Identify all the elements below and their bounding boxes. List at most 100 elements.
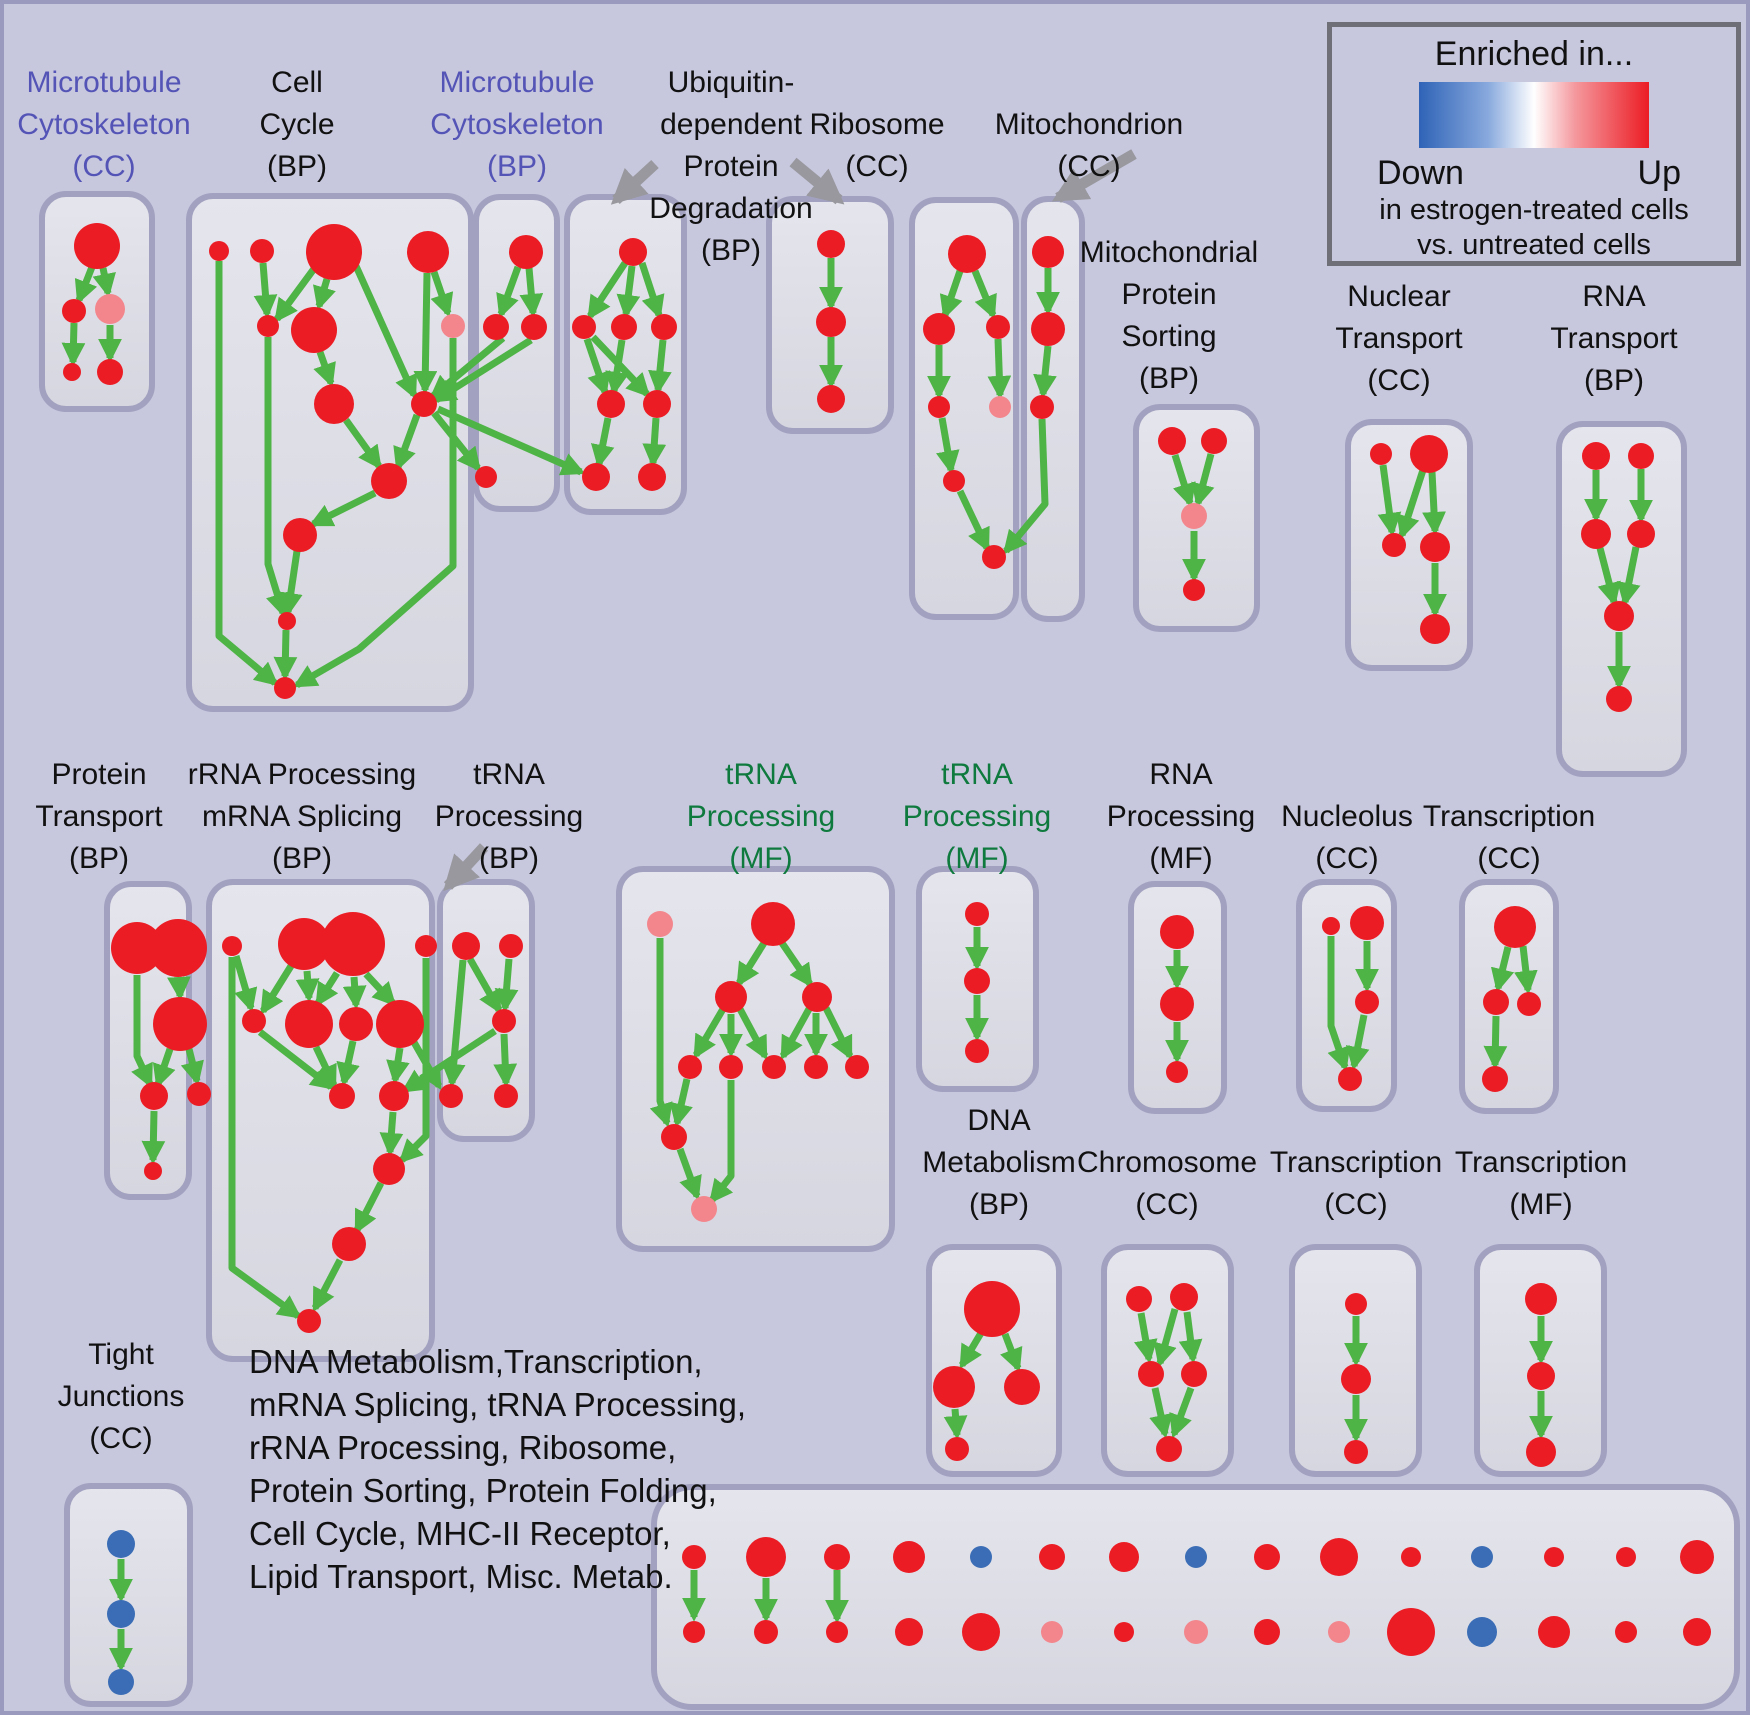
trna-processing-bp-node-4 xyxy=(494,1084,518,1108)
misc-cluster-top_row-node-1 xyxy=(746,1537,786,1577)
ribosome-cc-edge-3 xyxy=(987,338,1012,400)
nucleolus-cc-node-0 xyxy=(1322,917,1340,935)
trna-processing-mf-1-edge-5 xyxy=(779,1007,813,1061)
ubiquitin-degradation-bp-edge-8 xyxy=(642,417,667,468)
rrna-processing-mrna-splicing-bp-edge-13 xyxy=(353,1181,385,1235)
ubiquitin-degradation-bp-edge-0 xyxy=(587,261,628,320)
rrna-processing-mrna-splicing-bp-edge-0 xyxy=(232,955,258,1013)
cell-cycle-bp-node-9 xyxy=(371,463,407,499)
trna-processing-bp-edge-3 xyxy=(493,1033,518,1088)
tight-junctions-cc-box xyxy=(64,1483,193,1707)
ubiquitin-degradation-bp-node-3 xyxy=(651,314,677,340)
trna-processing-bp-node-2 xyxy=(492,1009,516,1033)
misc-cluster-bottom_row-node-6 xyxy=(1114,1622,1134,1642)
ribosome-cc-node-3 xyxy=(928,396,950,418)
mitochondrial-protein-sorting-bp-node-1 xyxy=(1201,428,1227,454)
nucleolus-cc-edge-2 xyxy=(1345,1014,1370,1071)
transcription-cc-mid-edge-2 xyxy=(1483,1015,1508,1070)
rrna-processing-mrna-splicing-bp-node-11 xyxy=(332,1227,366,1261)
cell-cycle-bp-node-0 xyxy=(209,241,229,261)
ubiquitin-degradation-bp-node-2 xyxy=(611,314,637,340)
microtubule-cytoskeleton-bp-edge-1 xyxy=(519,267,544,318)
trna-processing-mf-1-edge-8 xyxy=(649,938,673,1128)
protein-transport-bp-edge-1 xyxy=(167,976,191,1001)
rrna-processing-mrna-splicing-bp-edge-3 xyxy=(315,971,340,1008)
dna-metabolism-bp-node-1 xyxy=(933,1366,975,1408)
trna-processing-bp-edge-0 xyxy=(466,957,503,1015)
callout-trna-bp xyxy=(443,843,489,892)
rna-transport-bp-box xyxy=(1556,421,1687,777)
ubiquitin-degradation-bp-node-4 xyxy=(597,390,625,418)
ubiquitin-degradation-bp-node-1 xyxy=(572,315,596,339)
trna-processing-bp-node-3 xyxy=(439,1084,463,1108)
cell-cycle-bp-edge-10 xyxy=(264,337,289,618)
rna-transport-bp-edge-2 xyxy=(1596,547,1621,607)
cell-cycle-bp-edge-5 xyxy=(413,272,438,395)
cell-cycle-bp-node-8 xyxy=(411,391,437,417)
misc-cluster-top_row-node-6 xyxy=(1109,1542,1139,1572)
chromosome-cc-edge-2 xyxy=(1178,1311,1203,1364)
ribosome-cc-node-4 xyxy=(989,396,1011,418)
nuclear-transport-cc-node-2 xyxy=(1382,533,1406,557)
trna-processing-bp-edge-4 xyxy=(401,1028,497,1093)
microtubule-cytoskeleton-cc-node-4 xyxy=(97,359,123,385)
trna-processing-mf-1-node-0 xyxy=(647,911,673,937)
rna-processing-mf-label: RNA Processing (MF) xyxy=(1106,758,1256,875)
ubiquitin-degradation-bp-2-node-2 xyxy=(817,385,845,413)
dna-metabolism-bp-edge-0 xyxy=(958,1331,985,1370)
rrna-processing-mrna-splicing-bp-node-6 xyxy=(339,1007,373,1041)
trna-processing-mf-1-label: tRNA Processing (MF) xyxy=(686,758,836,875)
nucleolus-cc-node-1 xyxy=(1350,906,1384,940)
chromosome-cc-node-4 xyxy=(1156,1436,1182,1462)
trna-processing-bp-edge-1 xyxy=(494,958,519,1013)
nuclear-transport-cc-edge-1 xyxy=(1396,468,1427,540)
transcription-cc-mid-node-2 xyxy=(1517,992,1541,1016)
dna-metabolism-bp-box xyxy=(926,1244,1062,1477)
transcription-cc-bottom-node-0 xyxy=(1345,1293,1367,1315)
misc-cluster-bottom_row-node-5 xyxy=(1041,1621,1063,1643)
legend-down-label: Down xyxy=(1377,154,1464,192)
rrna-processing-mrna-splicing-bp-node-3 xyxy=(415,935,437,957)
misc-cluster-bottom_row-node-0 xyxy=(683,1621,705,1643)
cellcycle-to-mtbp xyxy=(431,410,481,472)
trna-processing-mf-1-edge-9 xyxy=(669,1078,693,1128)
misc-cluster-bottom_row-node-11 xyxy=(1467,1617,1497,1647)
ribosome-cc-node-1 xyxy=(923,313,955,345)
ubiquitin-degradation-bp-edge-5 xyxy=(590,334,651,398)
ubiquitin-degradation-bp-node-0 xyxy=(619,238,647,266)
dna-metabolism-bp-node-3 xyxy=(945,1437,969,1461)
nuclear-transport-cc-box xyxy=(1345,419,1473,671)
rrna-processing-mrna-splicing-bp-node-8 xyxy=(329,1083,355,1109)
mitochondrial-protein-sorting-bp-label: Mitochondrial Protein Sorting (BP) xyxy=(1079,236,1259,395)
microtubule-cytoskeleton-cc-edge-2 xyxy=(61,322,86,367)
cell-cycle-bp-edge-7 xyxy=(343,417,382,470)
ribosome-cc-edge-4 xyxy=(936,417,960,475)
legend: Enriched in... Down Up in estrogen-treat… xyxy=(1327,22,1741,266)
trna-processing-mf-2-node-1 xyxy=(964,968,990,994)
ribosome-cc-node-0 xyxy=(948,235,986,273)
legend-title: Enriched in... xyxy=(1434,35,1634,73)
protein-transport-bp-edge-0 xyxy=(131,975,154,1089)
tight-junctions-cc-node-2 xyxy=(108,1669,134,1695)
trna-processing-mf-2-node-0 xyxy=(965,902,989,926)
cell-cycle-bp-edge-12 xyxy=(273,629,298,681)
transcription-mf-node-0 xyxy=(1525,1283,1557,1315)
rna-transport-bp-node-2 xyxy=(1581,519,1611,549)
nuclear-transport-cc-edge-0 xyxy=(1377,464,1402,537)
trna-processing-bp-node-0 xyxy=(452,932,480,960)
chromosome-cc-node-0 xyxy=(1126,1286,1152,1312)
misc-cluster-bottom_row-node-13 xyxy=(1615,1621,1637,1643)
microtubule-cytoskeleton-bp-node-1 xyxy=(483,314,509,340)
trna-processing-mf-1-edge-2 xyxy=(692,1007,727,1060)
ubiquitin-degradation-bp-2-node-0 xyxy=(817,230,845,258)
ubiquitin-degradation-bp-edge-6 xyxy=(648,339,672,395)
cell-cycle-bp-node-2 xyxy=(306,224,362,280)
trna-processing-bp-node-1 xyxy=(499,934,523,958)
trna-processing-mf-1-edge-1 xyxy=(779,941,813,988)
rrna-processing-mrna-splicing-bp-edge-1 xyxy=(260,964,294,1016)
ribosome-cc-label: Ribosome (CC) xyxy=(809,108,945,183)
mitochondrion-cc-node-0 xyxy=(1032,236,1064,268)
trna-processing-mf-1-node-8 xyxy=(845,1055,869,1079)
microtubule-cytoskeleton-cc-node-1 xyxy=(62,299,86,323)
ribosome-cc-node-6 xyxy=(982,545,1006,569)
